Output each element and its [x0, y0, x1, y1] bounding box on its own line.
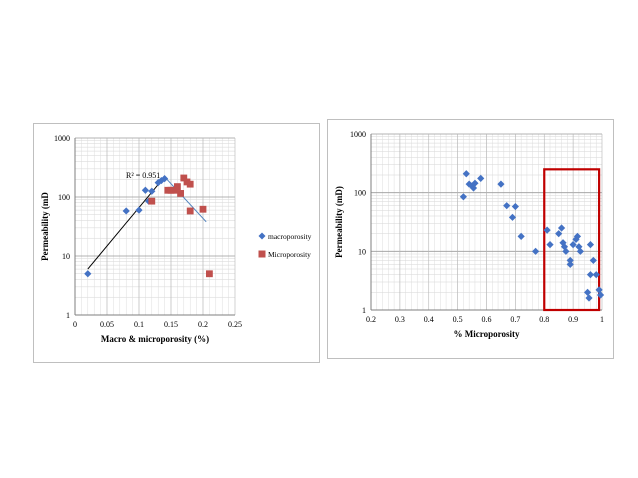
data-point-diamond — [122, 207, 130, 215]
data-point-diamond — [585, 294, 593, 302]
highlight-box — [543, 168, 601, 312]
right-chart: 1 10 100 1000 0.2 0.3 0.4 0.5 0.6 0.7 0.8 0.9 1 % Mic… — [334, 130, 605, 339]
data-point-diamond — [471, 179, 479, 187]
x-tick-label: 0.9 — [568, 315, 578, 324]
x-tick-label: 0.2 — [198, 320, 208, 329]
data-point-diamond — [586, 241, 595, 249]
x-tick-label: 0.15 — [164, 320, 178, 329]
data-point-square — [180, 174, 188, 182]
legend: macroporosity Microporosity — [258, 232, 312, 259]
x-tick-label: 0.3 — [395, 315, 405, 324]
data-point-diamond — [589, 256, 597, 265]
data-point-square — [177, 190, 184, 197]
x-axis-title: % Microporosity — [454, 329, 520, 339]
legend-label: macroporosity — [268, 232, 312, 241]
data-point-diamond — [135, 206, 143, 214]
data-point-square — [206, 270, 213, 278]
x-tick-label: 0.4 — [424, 315, 434, 324]
data-point-diamond — [84, 270, 92, 278]
x-tick-label: 0 — [73, 320, 77, 329]
data-point-square — [186, 180, 194, 188]
r-squared-label: R² = 0.951 — [126, 171, 160, 180]
right-chart-panel: 1 10 100 1000 0.2 0.3 0.4 0.5 0.6 0.7 0.8 0.9 1 % Mic… — [327, 119, 614, 359]
data-point-diamond — [511, 202, 519, 211]
legend-marker-square — [258, 250, 266, 258]
data-point-diamond — [546, 241, 554, 249]
data-point-diamond — [559, 239, 567, 247]
legend-label: Microporosity — [268, 250, 311, 259]
y-axis-title: Permeability (mD) — [334, 186, 344, 258]
data-point-square — [148, 197, 156, 205]
data-point-diamond — [595, 286, 603, 294]
y-tick-label: 1 — [362, 306, 366, 315]
data-point-diamond — [503, 202, 511, 210]
minor-grid — [74, 138, 235, 315]
series-1 — [148, 174, 213, 278]
x-tick-label: 0.1 — [134, 320, 144, 329]
x-tick-label: 1 — [600, 315, 604, 324]
data-point-diamond — [592, 271, 600, 279]
x-tick-label: 0.6 — [482, 315, 492, 324]
y-tick-label: 10 — [358, 247, 366, 256]
trendline — [164, 176, 207, 223]
data-point-square — [174, 183, 181, 191]
data-point-diamond — [596, 291, 605, 299]
y-tick-label: 1000 — [350, 130, 366, 139]
data-point-diamond — [459, 193, 467, 201]
data-point-diamond — [555, 230, 563, 238]
legend-marker-diamond — [258, 232, 266, 240]
left-chart-panel: 1 10 100 1000 0 0.05 0.1 0.15 0.2 0.25 Macro & mic… — [33, 123, 320, 363]
data-point-diamond — [497, 180, 505, 188]
x-tick-label: 0.8 — [539, 315, 549, 324]
data-point-square — [170, 186, 178, 194]
major-grid — [74, 137, 236, 316]
data-point-square — [199, 205, 207, 213]
x-tick-label: 0.7 — [510, 315, 520, 324]
data-point-diamond — [148, 187, 156, 195]
y-tick-label: 10 — [62, 252, 70, 261]
data-point-diamond — [508, 213, 517, 221]
data-point-diamond — [569, 241, 577, 249]
y-tick-label: 1 — [66, 311, 70, 320]
series-0 — [459, 170, 605, 302]
data-point-diamond — [141, 186, 149, 194]
x-tick-label: 0.2 — [366, 315, 376, 324]
data-point-diamond — [462, 170, 470, 178]
data-point-diamond — [586, 271, 595, 279]
left-chart: 1 10 100 1000 0 0.05 0.1 0.15 0.2 0.25 Macro & mic… — [40, 134, 312, 344]
data-point-square — [186, 207, 194, 215]
data-point-diamond — [566, 260, 574, 268]
data-point-diamond — [477, 174, 485, 183]
data-point-diamond — [576, 247, 584, 255]
data-point-diamond — [583, 288, 592, 296]
x-axis-title: Macro & microporosity (%) — [101, 334, 209, 344]
y-tick-label: 100 — [354, 189, 366, 198]
data-point-diamond — [562, 247, 570, 255]
y-tick-label: 100 — [58, 193, 70, 202]
x-tick-label: 0.05 — [100, 320, 114, 329]
y-axis-title: Permeability (mD — [40, 192, 50, 261]
data-point-diamond — [161, 175, 169, 183]
x-tick-label: 0.25 — [228, 320, 242, 329]
x-tick-label: 0.5 — [453, 315, 463, 324]
y-tick-label: 1000 — [54, 134, 70, 143]
